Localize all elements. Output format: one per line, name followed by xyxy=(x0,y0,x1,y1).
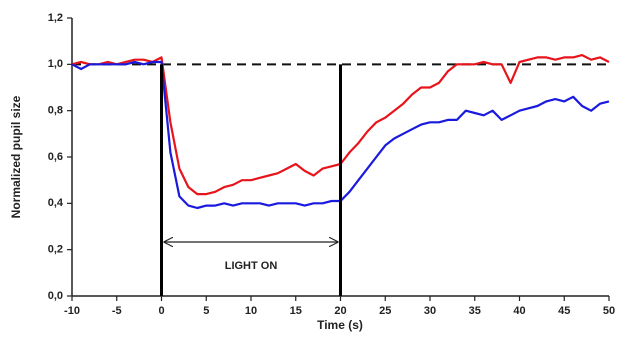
x-tick-label: 10 xyxy=(245,305,257,317)
x-axis-title: Time (s) xyxy=(317,318,363,332)
y-tick-label: 0,6 xyxy=(48,151,63,163)
x-tick-label: 0 xyxy=(158,305,164,317)
x-tick-label: 45 xyxy=(558,305,570,317)
y-tick-label: 0,2 xyxy=(48,244,63,256)
y-tick-label: 1,0 xyxy=(48,58,63,70)
x-tick-label: -10 xyxy=(64,305,80,317)
x-tick-label: 25 xyxy=(379,305,391,317)
y-tick-label: 0,0 xyxy=(48,290,63,302)
x-tick-label: 35 xyxy=(469,305,481,317)
x-tick-label: 5 xyxy=(203,305,209,317)
x-tick-label: 30 xyxy=(424,305,436,317)
x-tick-label: 15 xyxy=(290,305,302,317)
x-tick-label: 20 xyxy=(334,305,346,317)
light-on-label: LIGHT ON xyxy=(225,260,278,272)
y-axis-title: Normalized pupil size xyxy=(9,95,23,218)
y-tick-label: 1,2 xyxy=(48,12,63,24)
x-tick-label: 50 xyxy=(603,305,615,317)
x-tick-label: 40 xyxy=(513,305,525,317)
y-tick-label: 0,8 xyxy=(48,105,63,117)
x-tick-label: -5 xyxy=(112,305,122,317)
y-tick-label: 0,4 xyxy=(48,197,64,209)
